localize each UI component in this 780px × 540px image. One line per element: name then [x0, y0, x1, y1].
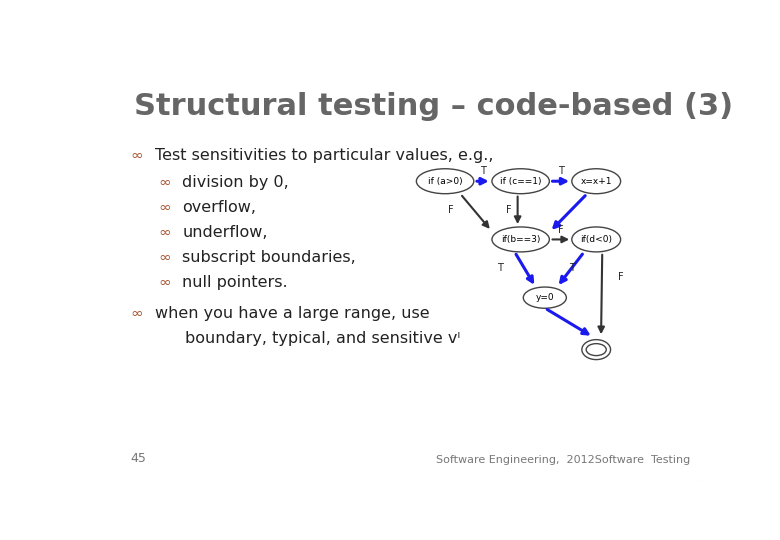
Text: Test sensitivities to particular values, e.g.,: Test sensitivities to particular values,… [155, 148, 494, 163]
Text: x=x+1: x=x+1 [580, 177, 612, 186]
Text: F: F [448, 205, 454, 215]
Text: Software Engineering,  2012Software  Testing: Software Engineering, 2012Software Testi… [436, 455, 690, 465]
Text: F: F [618, 272, 623, 282]
Text: T: T [569, 263, 575, 273]
Text: ∞: ∞ [158, 225, 171, 240]
Text: division by 0,: division by 0, [182, 175, 289, 190]
Text: boundary, typical, and sensitive vᴵ: boundary, typical, and sensitive vᴵ [185, 331, 460, 346]
Text: if(d<0): if(d<0) [580, 235, 612, 244]
Text: T: T [558, 166, 564, 176]
Text: ∞: ∞ [131, 306, 144, 321]
Text: ∞: ∞ [158, 275, 171, 290]
Text: 45: 45 [131, 452, 147, 465]
Text: when you have a large range, use: when you have a large range, use [155, 306, 430, 321]
Ellipse shape [492, 227, 549, 252]
Ellipse shape [586, 343, 606, 356]
Ellipse shape [417, 169, 473, 194]
Text: null pointers.: null pointers. [182, 275, 288, 290]
Ellipse shape [572, 169, 621, 194]
Text: y=0: y=0 [536, 293, 554, 302]
Text: Structural testing – code-based (3): Structural testing – code-based (3) [134, 92, 733, 121]
Ellipse shape [572, 227, 621, 252]
Ellipse shape [582, 340, 611, 360]
Ellipse shape [492, 169, 549, 194]
Text: ∞: ∞ [158, 250, 171, 265]
Text: ∞: ∞ [158, 175, 171, 190]
Text: overflow,: overflow, [182, 200, 256, 215]
Text: if(b==3): if(b==3) [501, 235, 541, 244]
Ellipse shape [523, 287, 566, 308]
Text: subscript boundaries,: subscript boundaries, [182, 250, 356, 265]
Text: T: T [497, 263, 502, 273]
Text: underflow,: underflow, [182, 225, 268, 240]
Text: F: F [505, 205, 512, 215]
Text: if (a>0): if (a>0) [427, 177, 463, 186]
Text: ∞: ∞ [158, 200, 171, 215]
Text: if (c==1): if (c==1) [500, 177, 541, 186]
Text: T: T [480, 166, 486, 176]
Text: F: F [558, 225, 564, 235]
Text: ∞: ∞ [131, 148, 144, 163]
FancyBboxPatch shape [94, 63, 705, 483]
